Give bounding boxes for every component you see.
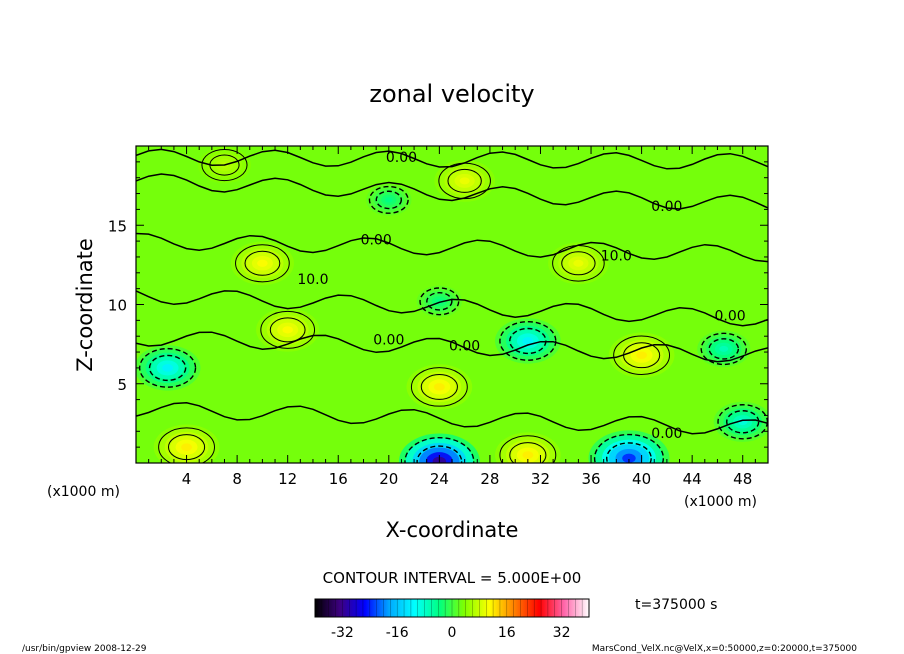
x-tick-label: 28 [480, 470, 499, 488]
contour-label: 0.00 [386, 150, 417, 166]
x-tick-label: 24 [430, 470, 449, 488]
colorbar-tick-label: -16 [386, 625, 409, 641]
contour-labels: 0.00 0.00 0.00 10.0 10.0 0.00 0.00 0.00 0.00 [297, 150, 745, 442]
field-minimum [416, 285, 463, 318]
x-tick-label: 36 [581, 470, 600, 488]
zero-contour [136, 232, 768, 263]
field-maximum [548, 242, 609, 285]
colorbar-tick-label: 16 [498, 625, 516, 641]
y-axis: 5 10 15 [108, 145, 768, 464]
field-minimum [713, 401, 768, 442]
x-tick-label: 4 [182, 470, 192, 488]
field-maximum [434, 159, 495, 202]
colorbar-tick-label: -32 [331, 625, 354, 641]
footer-left: /usr/bin/gpview 2008-12-29 [22, 644, 147, 654]
contour-label: 0.00 [651, 199, 682, 215]
x-tick-label: 12 [278, 470, 297, 488]
contour-label: 0.00 [651, 426, 682, 442]
field-minimum [136, 345, 201, 391]
field-maximum [608, 332, 675, 378]
colorbar-tick-label: 32 [553, 625, 571, 641]
field-maximum [406, 364, 473, 410]
x-axis-label: X-coordinate [386, 518, 519, 542]
x-tick-label: 32 [531, 470, 550, 488]
x-unit-left: (x1000 m) [47, 484, 120, 500]
x-tick-label: 20 [379, 470, 398, 488]
field-maximum [230, 241, 294, 286]
zero-contour [136, 173, 768, 210]
zero-contour [136, 331, 768, 363]
colorbar-frame [314, 598, 590, 618]
contour-label: 0.00 [373, 332, 404, 348]
x-tick-label: 8 [232, 470, 242, 488]
field-maximum [256, 308, 320, 352]
x-unit-right: (x1000 m) [684, 494, 757, 510]
field-minimum [588, 430, 670, 463]
contour-label: 0.00 [449, 339, 480, 355]
contour-label: 10.0 [297, 272, 328, 288]
colorbar-tick-label: 0 [448, 625, 457, 641]
x-tick-label: 44 [683, 470, 702, 488]
y-axis-label: Z-coordinate [73, 238, 97, 372]
x-axis: 4 8 12 16 20 24 28 32 36 40 44 48 [135, 146, 769, 488]
footer-right: MarsCond_VelX.nc@VelX,x=0:50000,z=0:2000… [592, 644, 857, 654]
x-tick-label: 16 [329, 470, 348, 488]
contour-interval: CONTOUR INTERVAL = 5.000E+00 [323, 569, 582, 587]
y-tick-label: 5 [117, 376, 127, 394]
field-minimum [366, 184, 412, 216]
zero-contour [136, 148, 768, 170]
colorbar-ticks: -32 -16 0 16 32 [331, 625, 571, 641]
x-tick-label: 48 [733, 470, 752, 488]
y-tick-label: 15 [108, 217, 127, 235]
contour-label: 0.00 [714, 309, 745, 325]
field-maximum [494, 432, 561, 463]
velocity-field [136, 146, 768, 463]
contour-label: 10.0 [601, 248, 632, 264]
zero-contour [136, 290, 768, 327]
field-maximum [153, 424, 220, 463]
x-tick-label: 40 [632, 470, 651, 488]
contour-label: 0.00 [361, 233, 392, 249]
zero-contour [136, 402, 768, 435]
time-label: t=375000 s [635, 597, 717, 613]
colorbar-stripes [314, 599, 590, 617]
chart-title: zonal velocity [369, 80, 534, 108]
y-tick-label: 10 [108, 297, 127, 315]
